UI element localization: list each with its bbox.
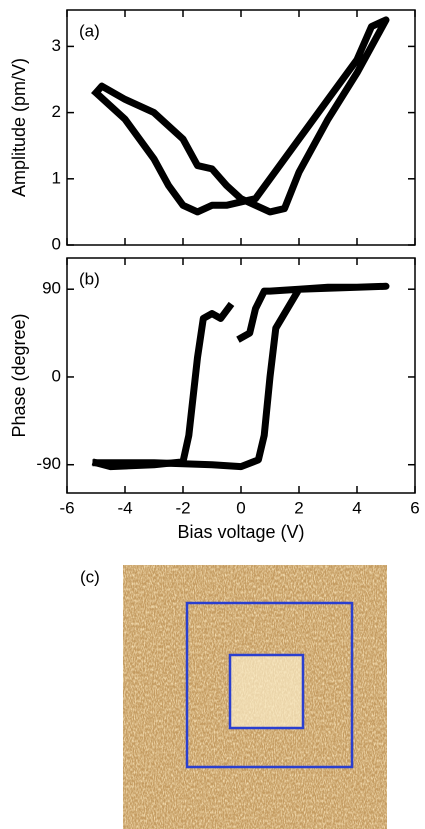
x-tick-label: 6 [410,498,419,517]
y-tick-label: 3 [52,36,61,55]
x-tick-label: 0 [236,498,245,517]
y-tick-label: 2 [52,102,61,121]
outer-box [185,601,354,769]
y-tick-label: 0 [52,366,61,385]
y-axis-label: Phase (degree) [9,313,29,437]
x-tick-label: 4 [352,498,361,517]
x-axis-label: Bias voltage (V) [177,522,304,542]
data-line [92,282,390,471]
inner-region [230,655,303,728]
panel-label: (c) [80,567,100,586]
x-tick-label: 2 [294,498,303,517]
y-tick-label: 90 [42,279,61,298]
panel-label: (b) [79,269,100,288]
data-line [91,16,390,216]
x-tick-label: -4 [117,498,132,517]
x-tick-label: -2 [175,498,190,517]
plot-frame [66,257,416,494]
inner-box [228,653,305,730]
y-tick-label: 0 [52,234,61,253]
y-axis-label: Amplitude (pm/V) [9,58,29,197]
x-tick-label: -6 [59,498,74,517]
panel-label: (a) [79,21,100,40]
piezo-image [123,565,387,829]
y-tick-label: 1 [52,168,61,187]
data-line [91,301,235,471]
y-tick-label: -90 [36,454,61,473]
